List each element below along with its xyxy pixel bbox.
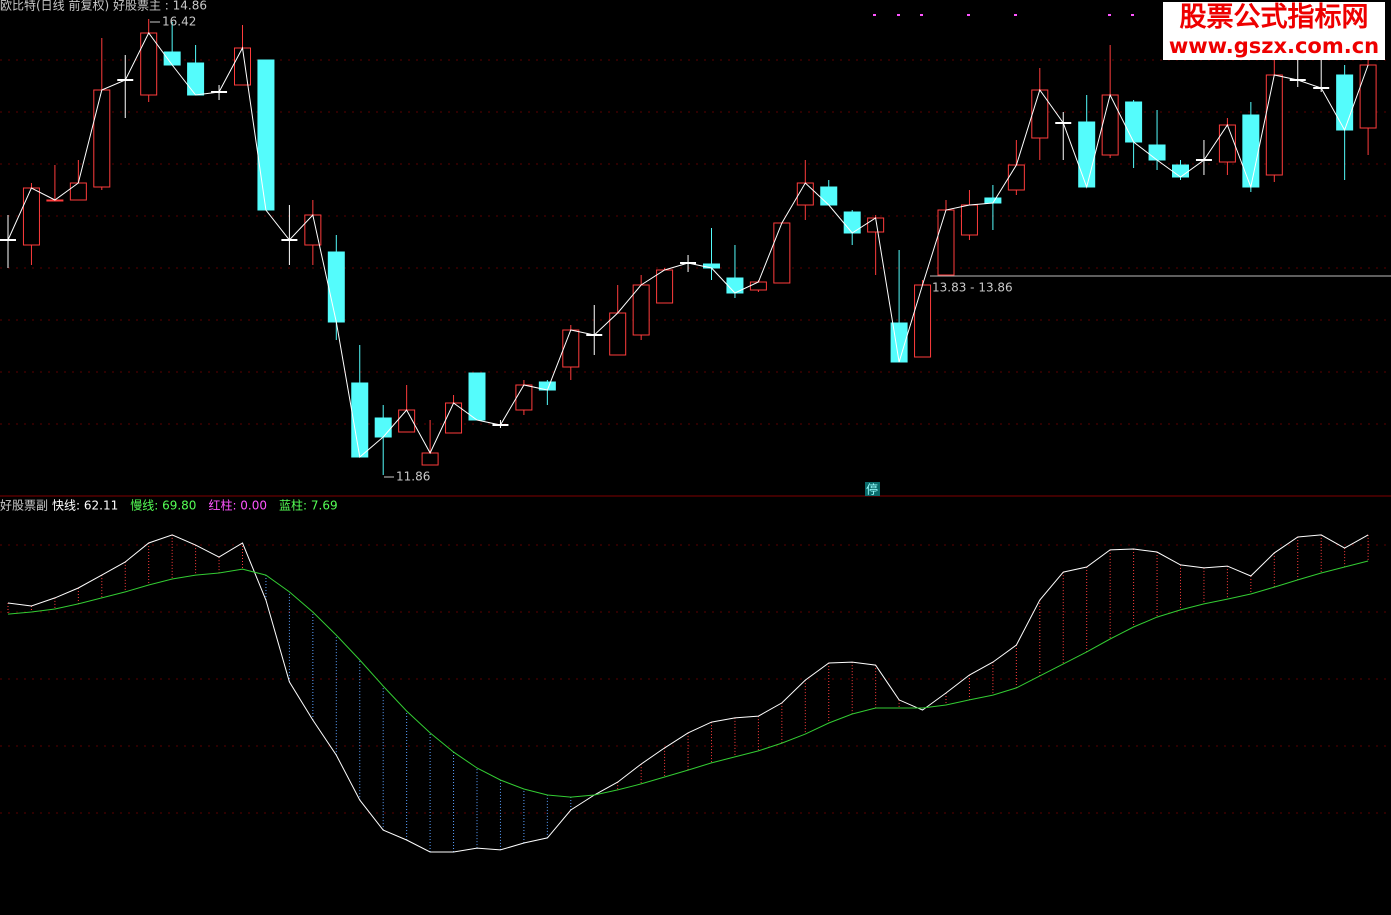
range-label: 13.83 - 13.86: [932, 281, 1013, 295]
candle-body: [234, 47, 251, 86]
candle-body: [937, 209, 955, 276]
candle-body: [914, 284, 932, 358]
candle-body: [22, 187, 40, 246]
candle-body: [609, 312, 627, 356]
candle-body: [163, 51, 181, 66]
high-label: 16.42: [162, 15, 196, 29]
indicator-line: [7, 560, 1369, 798]
candle-body: [327, 251, 345, 323]
candle-body: [93, 89, 111, 188]
candle-body: [187, 62, 205, 96]
candle-body: [257, 59, 275, 211]
candle-body: [820, 186, 838, 206]
candle-body: [1242, 114, 1260, 188]
candle-body: [656, 269, 674, 304]
candle-body: [1359, 64, 1377, 129]
candle-body: [1007, 164, 1025, 191]
candle-body: [1125, 101, 1143, 143]
indicator-title: 好股票副: [0, 499, 48, 513]
candle-body: [960, 204, 978, 236]
close-line: [7, 32, 1369, 458]
candle-body: [468, 372, 486, 421]
legend-entry: 红柱: 0.00: [208, 498, 267, 513]
candle-body: [140, 32, 158, 96]
candle-body: [69, 182, 87, 201]
candle-body: [1101, 94, 1119, 156]
markers: [873, 14, 1134, 16]
candle-body: [1265, 74, 1283, 176]
candle-body: [749, 281, 767, 291]
candle-body: [796, 182, 814, 206]
candle-body: [1218, 124, 1236, 163]
legend-entry: 慢线: 69.80: [130, 499, 196, 513]
legend-entry: 蓝柱: 7.69: [279, 498, 338, 513]
watermark: 股票公式指标网 www.gszx.com.cn: [1163, 2, 1385, 60]
candle-body: [1172, 164, 1189, 178]
halt-label: 停: [866, 482, 878, 497]
candle-body: [421, 452, 439, 466]
halt-badge: [865, 482, 880, 496]
indicator-line: [7, 534, 1369, 853]
low-label: 11.86: [396, 470, 430, 484]
candle-body: [515, 384, 533, 411]
candle-body: [703, 263, 720, 269]
candle-body: [374, 417, 392, 438]
watermark-title: 股票公式指标网: [1179, 2, 1369, 33]
candle-body: [1148, 144, 1166, 161]
candle-body: [1336, 74, 1354, 131]
watermark-url: www.gszx.com.cn: [1168, 34, 1380, 58]
candle-body: [351, 382, 369, 458]
candle-body: [773, 222, 791, 284]
candle-body: [1078, 121, 1096, 188]
candle-body: [562, 329, 580, 368]
candle-body: [632, 284, 650, 336]
header-title: 欧比特(日线 前复权) 好股票主 : 14.86: [0, 0, 207, 13]
legend-entry: 快线: 62.11: [52, 499, 118, 513]
